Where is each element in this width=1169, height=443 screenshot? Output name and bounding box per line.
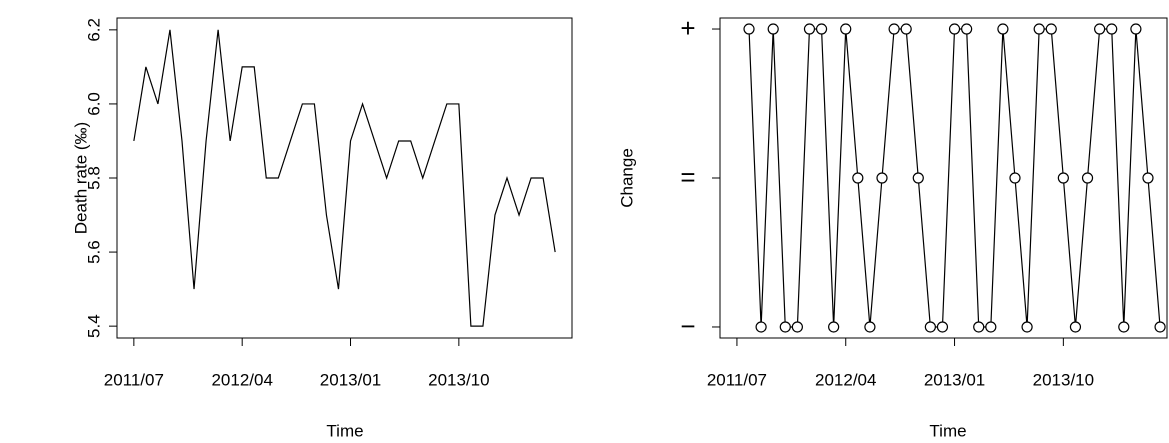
- data-point: [852, 172, 864, 184]
- data-line: [133, 29, 556, 327]
- data-point: [936, 321, 949, 333]
- data-point: [743, 23, 755, 35]
- data-point: [779, 321, 791, 333]
- y-tick-label: 6.2: [84, 18, 103, 42]
- data-point: [864, 321, 876, 333]
- data-point: [1033, 23, 1045, 35]
- x-tick-label: 2013/10: [428, 370, 489, 389]
- data-point: [815, 23, 828, 35]
- x-axis-title: Time: [326, 421, 363, 440]
- data-point: [961, 23, 973, 35]
- x-tick-label: 2011/07: [104, 370, 164, 389]
- data-point: [1045, 23, 1057, 35]
- data-point: [888, 23, 900, 35]
- data-point: [840, 23, 852, 35]
- data-line: [748, 28, 1161, 328]
- data-point: [948, 23, 961, 35]
- y-axis-title: Death rate (‰): [71, 122, 90, 234]
- x-tick-label: 2013/10: [1033, 370, 1094, 389]
- data-point: [1021, 321, 1033, 333]
- y-tick-label: −: [680, 311, 695, 341]
- data-point: [997, 23, 1009, 35]
- data-point: [1118, 321, 1130, 333]
- x-tick-label: 2013/01: [924, 370, 985, 389]
- data-point: [912, 172, 924, 184]
- data-point: [767, 23, 779, 35]
- y-tick-label: 5.4: [84, 314, 103, 338]
- y-tick-label: +: [680, 13, 695, 43]
- y-tick-label: 6.0: [84, 92, 103, 116]
- y-tick-label: 5.8: [84, 166, 103, 190]
- y-axis-title: Change: [617, 148, 636, 208]
- x-tick-label: 2012/04: [211, 370, 272, 389]
- data-point: [1106, 23, 1118, 35]
- y-tick-label: =: [680, 162, 695, 192]
- data-point: [1094, 23, 1106, 35]
- data-point: [755, 321, 767, 333]
- data-point: [1081, 172, 1094, 184]
- x-tick-label: 2013/01: [320, 370, 381, 389]
- data-point: [900, 23, 912, 35]
- x-tick-label: 2011/07: [707, 370, 767, 389]
- data-point: [791, 321, 803, 333]
- data-point: [1069, 321, 1082, 333]
- data-point: [1009, 172, 1021, 184]
- data-point: [876, 172, 888, 184]
- data-point: [1130, 23, 1142, 35]
- data-point: [973, 321, 985, 333]
- data-point: [924, 321, 936, 333]
- data-point: [803, 23, 816, 35]
- data-point: [1154, 321, 1166, 333]
- data-point: [985, 321, 997, 333]
- x-tick-label: 2012/04: [815, 370, 876, 389]
- data-point: [1142, 172, 1154, 184]
- x-axis-title: Time: [929, 421, 966, 440]
- data-point: [828, 321, 840, 333]
- y-tick-label: 5.6: [84, 240, 103, 264]
- data-point: [1057, 172, 1069, 184]
